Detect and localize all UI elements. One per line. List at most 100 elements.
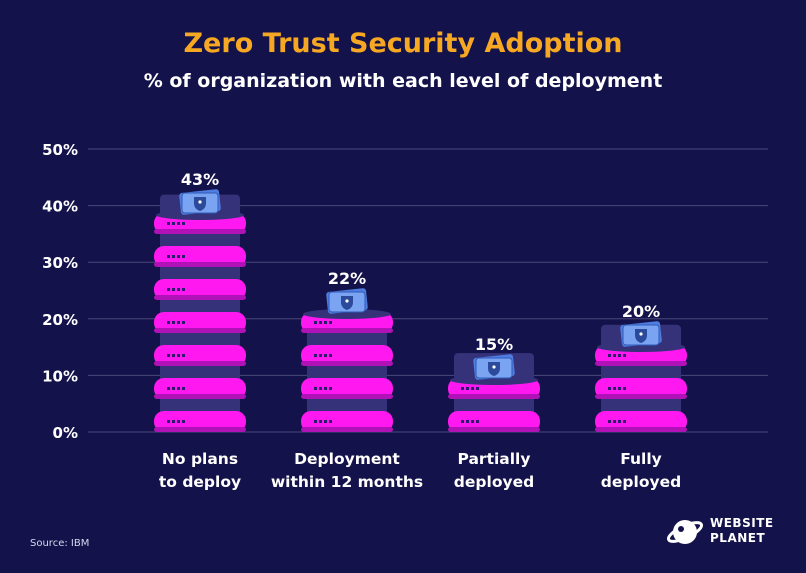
bar-disk <box>301 411 393 432</box>
disk-led <box>314 321 317 324</box>
bar-body <box>307 313 387 432</box>
disk-led <box>167 354 170 357</box>
bar-disk <box>154 312 246 333</box>
disk-led <box>324 387 327 390</box>
disk-led <box>182 420 185 423</box>
disk-led <box>172 387 175 390</box>
brand-name: WEBSITE PLANET <box>710 516 774 546</box>
disk-led <box>623 354 626 357</box>
disk-led <box>182 222 185 225</box>
disk-led <box>466 387 469 390</box>
disk-edge <box>595 361 687 366</box>
disk-edge <box>301 361 393 366</box>
source-note: Source: IBM <box>30 538 90 549</box>
disk-led <box>167 222 170 225</box>
data-label: 22% <box>328 269 366 288</box>
lock-dot <box>345 299 349 303</box>
disk-led <box>613 387 616 390</box>
disk-led <box>177 420 180 423</box>
disk-led <box>319 321 322 324</box>
shield-shape <box>635 329 647 343</box>
x-tick-label: Fully <box>620 450 662 468</box>
disk-edge <box>595 394 687 399</box>
disk-face <box>595 378 687 399</box>
bar-top-cap <box>303 309 391 319</box>
bar-disk <box>301 378 393 399</box>
shield-badge-icon <box>473 354 515 380</box>
disk-led <box>177 321 180 324</box>
disk-led <box>172 354 175 357</box>
data-label: 43% <box>181 170 219 189</box>
disk-edge <box>154 427 246 432</box>
disk-edge <box>154 262 246 267</box>
disk-led <box>608 420 611 423</box>
disk-led <box>182 387 185 390</box>
x-tick-label: deployed <box>454 473 534 491</box>
bar <box>595 321 687 432</box>
disk-edge <box>154 361 246 366</box>
disk-led <box>182 288 185 291</box>
disk-edge <box>154 295 246 300</box>
disk-led <box>167 288 170 291</box>
y-tick-label: 10% <box>42 367 78 385</box>
chart-title: Zero Trust Security Adoption <box>183 28 623 59</box>
disk-led <box>177 255 180 258</box>
shield-badge-icon <box>326 288 368 314</box>
disk-led <box>623 420 626 423</box>
x-tick-label: Deployment <box>294 450 400 468</box>
brand-line-2: PLANET <box>710 531 766 545</box>
bar-top-cap <box>597 342 685 352</box>
disk-led <box>618 387 621 390</box>
shield-shape <box>488 362 500 376</box>
disk-led <box>319 354 322 357</box>
x-tick-label: to deploy <box>159 473 241 491</box>
disk-face <box>154 411 246 432</box>
y-tick-label: 50% <box>42 141 78 159</box>
chart-subtitle: % of organization with each level of dep… <box>143 70 663 92</box>
disk-led <box>461 387 464 390</box>
disk-led <box>613 420 616 423</box>
disk-face <box>154 246 246 267</box>
y-tick-label: 30% <box>42 254 78 272</box>
disk-led <box>623 387 626 390</box>
disk-led <box>324 354 327 357</box>
disk-led <box>172 420 175 423</box>
disk-face <box>301 411 393 432</box>
data-label: 15% <box>475 335 513 354</box>
disk-led <box>319 420 322 423</box>
disk-led <box>324 420 327 423</box>
disk-led <box>314 354 317 357</box>
brand-line-1: WEBSITE <box>710 516 774 530</box>
disk-led <box>476 387 479 390</box>
bar-disk <box>595 378 687 399</box>
disk-led <box>172 288 175 291</box>
bar-disk <box>154 246 246 267</box>
disk-led <box>329 420 332 423</box>
disk-edge <box>301 394 393 399</box>
disk-led <box>167 420 170 423</box>
bar-disk <box>448 411 540 432</box>
disk-led <box>172 222 175 225</box>
shield-badge-icon <box>620 321 662 347</box>
lock-dot <box>492 365 496 369</box>
bar-top-cap <box>450 375 538 385</box>
disk-led <box>324 321 327 324</box>
disk-face <box>595 411 687 432</box>
disk-led <box>618 420 621 423</box>
disk-led <box>314 387 317 390</box>
disk-led <box>329 354 332 357</box>
y-tick-label: 20% <box>42 311 78 329</box>
disk-edge <box>154 394 246 399</box>
disk-led <box>471 420 474 423</box>
lock-dot <box>639 332 643 336</box>
shield-shape <box>194 197 206 211</box>
disk-led <box>613 354 616 357</box>
disk-face <box>301 378 393 399</box>
disk-led <box>466 420 469 423</box>
disk-edge <box>448 394 540 399</box>
disk-led <box>319 387 322 390</box>
disk-led <box>618 354 621 357</box>
disk-edge <box>154 328 246 333</box>
